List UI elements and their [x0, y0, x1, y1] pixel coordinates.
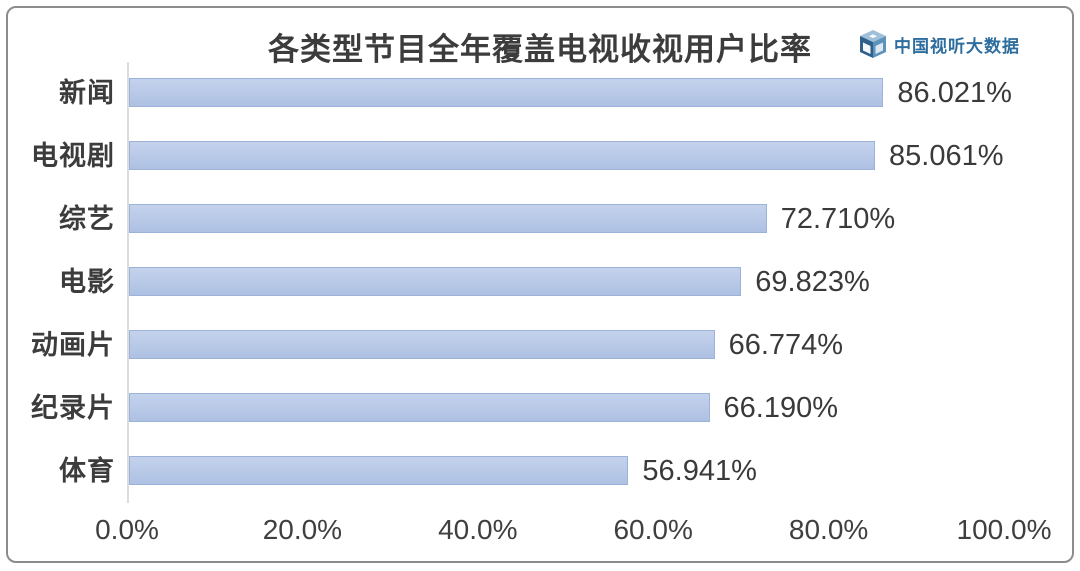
- value-label: 85.061%: [889, 140, 1004, 172]
- bar: [129, 267, 742, 296]
- bar: [129, 204, 767, 233]
- bar-row: 电视剧 85.061%: [31, 125, 1006, 188]
- bar-row: 动画片 66.774%: [31, 314, 1006, 377]
- brand-logo: 中国视听大数据: [860, 30, 1020, 58]
- bar: [129, 393, 710, 422]
- bar-row: 新闻 86.021%: [59, 62, 1012, 125]
- bar-row: 电影 69.823%: [59, 251, 1006, 314]
- bar-row: 体育 56.941%: [59, 440, 1006, 503]
- brand-name: 中国视听大数据: [894, 36, 1020, 56]
- bar: [129, 78, 884, 107]
- value-label: 72.710%: [780, 203, 896, 235]
- category-label: 纪录片: [31, 393, 115, 423]
- bar: [129, 330, 715, 359]
- value-label: 66.190%: [723, 392, 839, 424]
- value-label: 66.774%: [728, 329, 844, 361]
- bar-row: 纪录片 66.190%: [31, 377, 1006, 440]
- x-tick-label: 80.0%: [788, 514, 869, 545]
- cube-logo-icon: [860, 30, 886, 58]
- bar: [129, 456, 629, 485]
- x-tick-label: 60.0%: [613, 514, 693, 545]
- x-tick-label: 100.0%: [956, 514, 1052, 545]
- category-label: 体育: [59, 456, 115, 486]
- x-tick-label: 0.0%: [95, 514, 159, 545]
- category-label: 新闻: [59, 78, 115, 108]
- value-label: 69.823%: [755, 266, 870, 298]
- x-tick-label: 40.0%: [438, 514, 518, 545]
- plot-area: 新闻 86.021% 电视剧 85.061% 综艺 72.710% 电影 69.823% 动画片…: [31, 62, 1012, 503]
- value-label: 86.021%: [897, 77, 1012, 109]
- category-label: 电视剧: [31, 141, 115, 171]
- bar: [129, 141, 875, 170]
- category-label: 综艺: [59, 204, 115, 234]
- bar-row: 综艺 72.710%: [59, 188, 1006, 251]
- category-label: 动画片: [31, 330, 115, 360]
- chart-title: 各类型节目全年覆盖电视收视用户比率: [268, 32, 812, 67]
- category-label: 电影: [59, 267, 115, 297]
- value-label: 56.941%: [642, 455, 757, 487]
- x-tick-label: 20.0%: [262, 514, 343, 545]
